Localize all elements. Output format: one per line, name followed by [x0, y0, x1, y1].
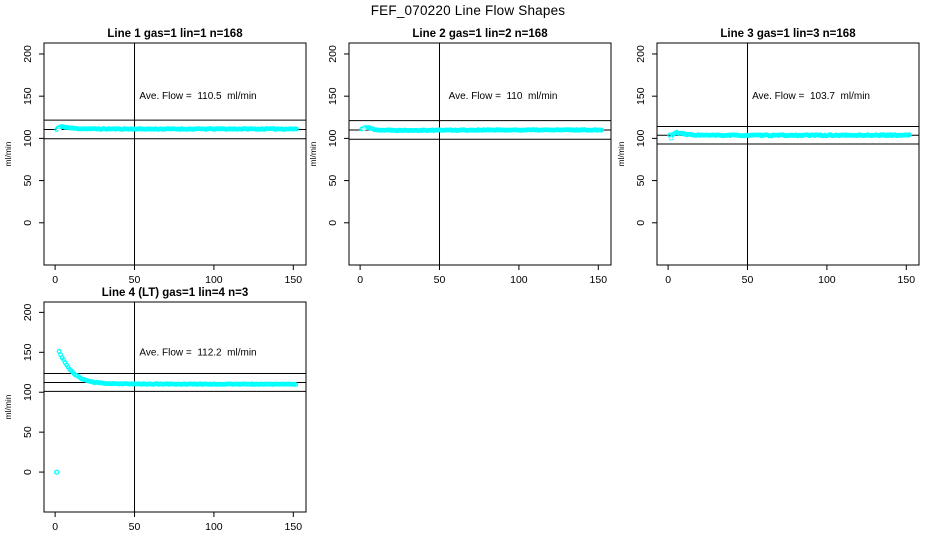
y-axis-tick-label: 150	[22, 343, 34, 361]
x-axis-tick-label: 50	[129, 521, 141, 533]
x-axis-tick-label: 150	[285, 521, 303, 533]
x-axis-tick-label: 0	[52, 521, 58, 533]
plot-box	[656, 42, 920, 266]
y-axis-tick-label: 50	[22, 426, 34, 438]
y-axis-tick-label: 100	[22, 129, 34, 147]
panel-line-4: Line 4 (LT) gas=1 lin=4 n=3 0 50 100 150 200 0…	[0, 281, 318, 540]
panel-line-2-plot: Line 2 gas=1 lin=2 n=168 0 50 100 150 200 0 50 1…	[308, 28, 612, 286]
y-axis-tick-label: 200	[22, 303, 34, 321]
x-axis-tick-label: 50	[434, 274, 446, 286]
x-axis-tick-label: 50	[742, 274, 754, 286]
plot-box	[348, 42, 612, 266]
x-axis-tick-label: 100	[510, 274, 528, 286]
y-axis-title: ml/min	[616, 141, 626, 166]
panel-title: Line 3 gas=1 lin=3 n=168	[720, 28, 856, 40]
y-axis-tick-label: 0	[635, 220, 647, 226]
panel-line-3: Line 3 gas=1 lin=3 n=168 0 50 100 150 200 0 50 1…	[613, 22, 931, 299]
y-axis-tick-label: 200	[635, 45, 647, 63]
y-axis-title: ml/min	[3, 141, 13, 166]
ave-flow-annotation: Ave. Flow = 110 ml/min	[449, 91, 558, 102]
data-point	[907, 132, 912, 138]
y-axis-tick-label: 0	[327, 220, 339, 226]
x-axis-tick-label: 150	[285, 274, 303, 286]
x-axis-tick-label: 100	[818, 274, 836, 286]
x-axis-tick-label: 0	[665, 274, 671, 286]
start-plus-marker	[56, 127, 62, 133]
y-axis-tick-label: 150	[635, 87, 647, 105]
data-point	[294, 126, 299, 132]
panel-title: Line 2 gas=1 lin=2 n=168	[412, 28, 548, 40]
ave-flow-annotation: Ave. Flow = 103.7 ml/min	[752, 91, 870, 102]
figure-title: FEF_070220 Line Flow Shapes	[370, 3, 566, 18]
x-axis-tick-label: 0	[52, 274, 58, 286]
x-axis-tick-label: 50	[129, 274, 141, 286]
start-plus-marker	[361, 126, 367, 132]
ave-flow-annotation: Ave. Flow = 112.2 ml/min	[139, 347, 256, 358]
x-axis-tick-label: 100	[205, 274, 223, 286]
x-axis-tick-label: 150	[898, 274, 916, 286]
x-axis-tick-label: 150	[590, 274, 608, 286]
panel-line-3-plot: Line 3 gas=1 lin=3 n=168 0 50 100 150 200 0 50 1…	[616, 28, 920, 286]
y-axis-tick-label: 200	[327, 45, 339, 63]
ave-flow-annotation: Ave. Flow = 110.5 ml/min	[139, 91, 256, 102]
y-axis-tick-label: 150	[327, 87, 339, 105]
panel-line-1-plot: Line 1 gas=1 lin=1 n=168 0 50 100 150 200 0 50 1…	[3, 28, 307, 286]
y-axis-tick-label: 100	[635, 129, 647, 147]
y-axis-tick-label: 200	[22, 45, 34, 63]
y-axis-tick-label: 150	[22, 87, 34, 105]
y-axis-tick-label: 0	[22, 220, 34, 226]
start-plus-marker	[668, 135, 674, 141]
data-point	[293, 382, 299, 387]
y-axis-tick-label: 100	[22, 383, 34, 401]
panel-title: Line 1 gas=1 lin=1 n=168	[107, 28, 243, 40]
y-axis-tick-label: 0	[22, 469, 34, 475]
x-axis-tick-label: 100	[205, 521, 223, 533]
panel-line-1: Line 1 gas=1 lin=1 n=168 0 50 100 150 200 0 50 1…	[0, 22, 318, 299]
panel-title: Line 4 (LT) gas=1 lin=4 n=3	[102, 287, 248, 299]
y-axis-tick-label: 50	[635, 175, 647, 187]
y-axis-tick-label: 50	[327, 175, 339, 187]
y-axis-title: ml/min	[308, 141, 318, 166]
y-axis-title: ml/min	[3, 394, 13, 419]
panel-line-2: Line 2 gas=1 lin=2 n=168 0 50 100 150 200 0 50 1…	[305, 22, 623, 299]
x-axis-tick-label: 0	[357, 274, 363, 286]
y-axis-tick-label: 50	[22, 175, 34, 187]
y-axis-tick-label: 100	[327, 129, 339, 147]
plot-box	[43, 301, 307, 513]
panel-line-4-plot: Line 4 (LT) gas=1 lin=4 n=3 0 50 100 150 200 0…	[3, 287, 307, 533]
data-point	[599, 127, 604, 133]
plot-box	[43, 42, 307, 266]
outlier-point	[54, 469, 60, 475]
